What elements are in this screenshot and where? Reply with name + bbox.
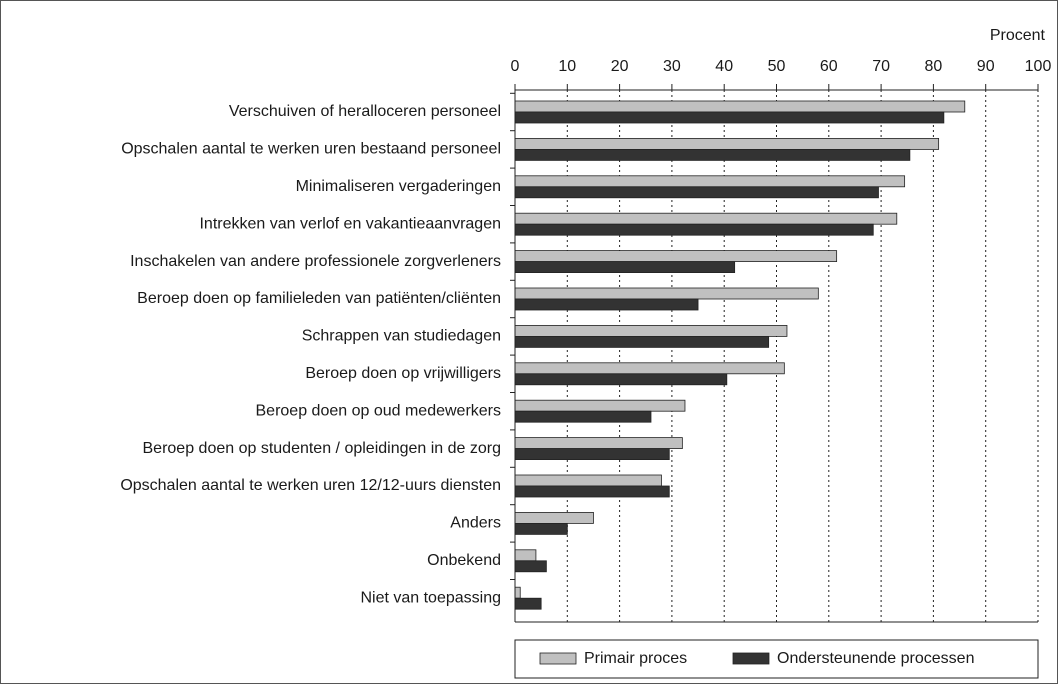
bar xyxy=(514,324,788,337)
bar xyxy=(514,335,770,348)
x-tick-label: 10 xyxy=(558,58,576,75)
bar xyxy=(514,512,594,524)
legend-box xyxy=(514,639,1039,679)
bar xyxy=(514,560,547,573)
bar xyxy=(514,362,785,375)
legend-swatch xyxy=(539,652,577,665)
x-tick-label: 40 xyxy=(715,58,733,75)
x-tick-label: 90 xyxy=(977,58,995,75)
y-tick-label: Beroep doen op vrijwilligers xyxy=(305,365,501,382)
y-tick-label: Minimaliseren vergaderingen xyxy=(296,178,501,195)
bar xyxy=(514,287,819,300)
bar xyxy=(514,100,966,113)
legend-swatch xyxy=(732,652,770,665)
bar xyxy=(514,373,728,386)
bar xyxy=(514,485,670,498)
x-tick-label: 60 xyxy=(820,58,838,75)
y-tick-label: Beroep doen op oud medewerkers xyxy=(256,402,502,419)
bar xyxy=(514,523,568,535)
bar xyxy=(514,137,940,150)
bar xyxy=(514,175,906,188)
bar xyxy=(514,474,662,487)
bar xyxy=(514,148,911,161)
y-tick-label: Verschuiven of heralloceren personeel xyxy=(229,103,501,120)
y-tick-label: Anders xyxy=(450,515,501,532)
legend-label: Primair proces xyxy=(584,650,687,667)
y-tick-label: Opschalen aantal te werken uren bestaand… xyxy=(121,141,501,158)
bar xyxy=(514,111,945,124)
y-tick-label: Beroep doen op familieleden van patiënte… xyxy=(137,290,501,307)
bar xyxy=(514,410,652,423)
bar xyxy=(514,250,838,263)
y-tick-label: Opschalen aantal te werken uren 12/12-uu… xyxy=(120,477,501,494)
bar xyxy=(514,586,521,599)
bar xyxy=(514,549,537,562)
y-tick-label: Schrappen van studiedagen xyxy=(302,328,501,345)
y-tick-label: Inschakelen van andere professionele zor… xyxy=(130,253,501,270)
x-tick-label: 20 xyxy=(611,58,629,75)
y-tick-label: Beroep doen op studenten / opleidingen i… xyxy=(143,440,502,457)
y-tick-label: Intrekken van verlof en vakantieaanvrage… xyxy=(199,215,501,232)
x-tick-label: 70 xyxy=(872,58,890,75)
x-tick-label: 0 xyxy=(511,58,520,75)
x-axis-label: Procent xyxy=(990,27,1046,44)
y-tick-label: Niet van toepassing xyxy=(360,589,501,606)
bar xyxy=(514,597,542,610)
bar xyxy=(514,399,686,412)
y-tick-label: Onbekend xyxy=(427,552,501,569)
bar xyxy=(514,448,670,461)
legend-label: Ondersteunende processen xyxy=(777,650,974,667)
bar xyxy=(514,261,736,274)
bar xyxy=(514,437,683,450)
bar xyxy=(514,186,879,199)
bar xyxy=(514,223,874,236)
x-tick-label: 100 xyxy=(1025,58,1052,75)
bar xyxy=(514,298,699,311)
x-tick-label: 30 xyxy=(663,58,681,75)
bar xyxy=(514,212,898,225)
x-tick-label: 80 xyxy=(925,58,943,75)
x-tick-label: 50 xyxy=(768,58,786,75)
